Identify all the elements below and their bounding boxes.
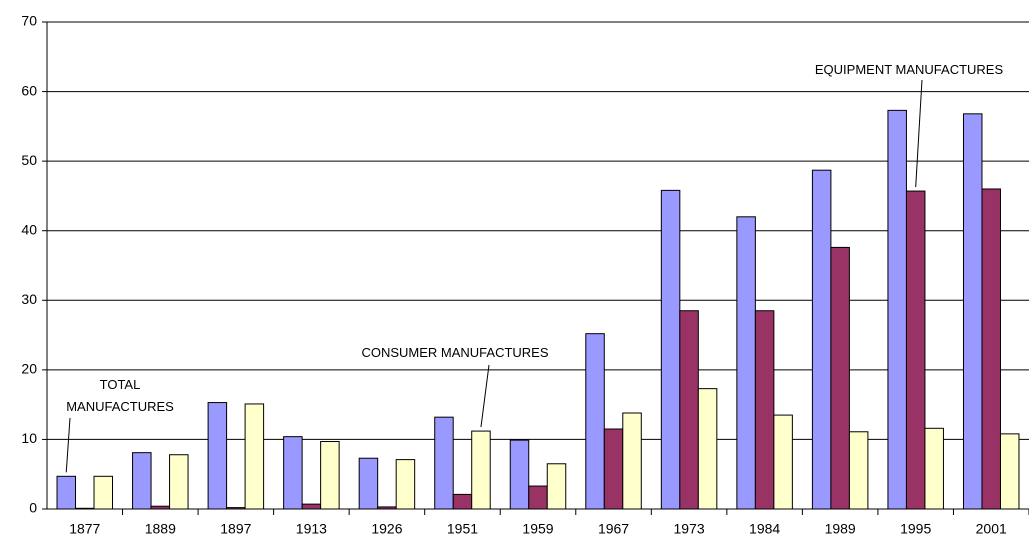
bar — [132, 452, 152, 510]
bar — [585, 333, 605, 510]
x-tick-label: 1951 — [447, 521, 478, 537]
x-tick-label: 1984 — [749, 521, 780, 537]
bar — [283, 436, 303, 510]
bar — [509, 439, 530, 510]
y-tick-label: 20 — [21, 361, 37, 377]
bar — [679, 310, 699, 510]
bar — [754, 310, 775, 510]
x-tick-label: 1959 — [522, 521, 553, 537]
bar — [603, 428, 624, 510]
callout-line — [480, 364, 490, 428]
bar — [546, 463, 567, 510]
bar — [320, 441, 340, 510]
bar — [924, 427, 944, 510]
bar — [660, 189, 681, 510]
bar — [452, 493, 473, 510]
bar — [773, 414, 793, 510]
bar — [528, 485, 548, 510]
bar — [830, 246, 850, 510]
y-tick-label: 60 — [21, 82, 37, 98]
bar — [244, 403, 265, 510]
bar — [887, 109, 907, 510]
x-tick-label: 1995 — [900, 521, 931, 537]
bar — [736, 216, 756, 510]
bar — [169, 454, 189, 510]
x-tick-label: 1913 — [296, 521, 327, 537]
y-tick-label: 10 — [21, 430, 37, 446]
bar — [999, 433, 1020, 510]
series-callout: EQUIPMENT MANUFACTURES — [814, 62, 1004, 77]
callout-line — [915, 79, 923, 188]
x-tick-label: 1967 — [598, 521, 629, 537]
bar — [56, 475, 77, 510]
bar — [848, 431, 869, 510]
series-callout: TOTAL MANUFACTURES — [66, 377, 174, 414]
bar — [395, 459, 416, 510]
y-tick-label: 30 — [21, 291, 37, 307]
bar — [93, 475, 114, 510]
x-tick-label: 1877 — [69, 521, 100, 537]
x-tick-label: 1989 — [825, 521, 856, 537]
bar — [962, 113, 983, 510]
series-callout: CONSUMER MANUFACTURES — [361, 345, 549, 360]
x-tick-label: 1897 — [220, 521, 251, 537]
y-tick-label: 70 — [21, 13, 37, 29]
bar — [811, 169, 832, 510]
bar — [434, 416, 454, 510]
bar — [697, 388, 718, 510]
bar — [301, 503, 322, 510]
bar — [207, 402, 228, 510]
x-tick-label: 1889 — [145, 521, 176, 537]
y-tick-label: 40 — [21, 221, 37, 237]
y-tick-label: 0 — [29, 500, 37, 516]
bar — [622, 412, 642, 510]
x-tick-label: 2001 — [976, 521, 1007, 537]
bar — [981, 188, 1001, 510]
bar — [471, 430, 491, 510]
bar — [905, 190, 926, 510]
bar — [358, 457, 379, 510]
y-tick-label: 50 — [21, 152, 37, 168]
x-tick-label: 1926 — [371, 521, 402, 537]
x-tick-label: 1973 — [673, 521, 704, 537]
callout-line — [65, 417, 71, 473]
